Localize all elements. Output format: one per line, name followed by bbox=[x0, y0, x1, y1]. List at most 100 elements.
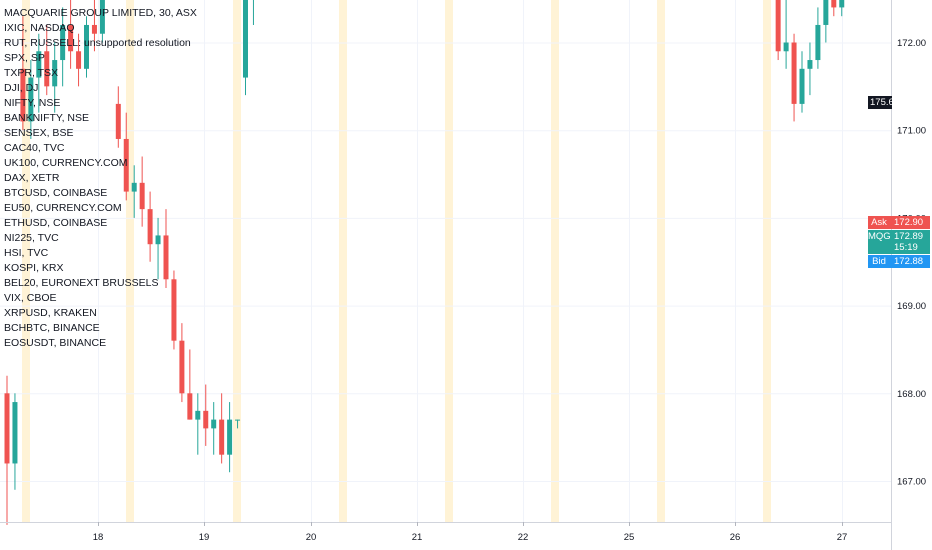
legend-item[interactable]: TXPR, TSX bbox=[4, 67, 59, 79]
candle bbox=[76, 33, 82, 87]
legend-item[interactable]: NIFTY, NSE bbox=[4, 97, 61, 109]
candle-body bbox=[783, 42, 789, 52]
last-price-tag: MQG 172.89 15:19 bbox=[868, 230, 930, 254]
candle bbox=[52, 42, 58, 113]
legend-item[interactable]: SENSEX, BSE bbox=[4, 127, 74, 139]
candle bbox=[807, 42, 813, 96]
candle bbox=[60, 7, 66, 87]
candle bbox=[115, 86, 121, 148]
session-band bbox=[763, 0, 771, 522]
legend-item[interactable]: VIX, CBOE bbox=[4, 292, 57, 304]
candle-body bbox=[775, 0, 781, 52]
legend-item[interactable]: XRPUSD, KRAKEN bbox=[4, 307, 97, 319]
legend-item[interactable]: BTCUSD, COINBASE bbox=[4, 187, 108, 199]
candle bbox=[91, 0, 97, 52]
candle bbox=[243, 0, 248, 96]
candle bbox=[139, 156, 145, 227]
candle bbox=[831, 0, 837, 17]
candle bbox=[227, 402, 233, 473]
candle bbox=[815, 7, 821, 69]
candle-body bbox=[20, 68, 26, 122]
candle-body bbox=[147, 209, 153, 245]
candle-body bbox=[195, 410, 201, 420]
legend-item[interactable]: BANKNIFTY, NSE bbox=[4, 112, 89, 124]
candle-body bbox=[807, 60, 813, 69]
candle-body bbox=[219, 419, 225, 455]
candle bbox=[68, 0, 74, 69]
legend-item[interactable]: HSI, TVC bbox=[4, 247, 49, 259]
chart-title[interactable]: MACQUARIE GROUP LIMITED, 30, ASX bbox=[4, 7, 197, 19]
legend-item[interactable]: ETHUSD, COINBASE bbox=[4, 217, 108, 229]
y-tick-label: 167.00 bbox=[897, 477, 926, 488]
legend-item[interactable]: BCHBTC, BINANCE bbox=[4, 322, 100, 334]
legend-item[interactable]: RUT, RUSSELL: unsupported resolution bbox=[4, 37, 191, 49]
candle bbox=[179, 323, 185, 403]
legend-item[interactable]: EOSUSDT, BINANCE bbox=[4, 337, 107, 349]
ask-price-tag: Ask 172.90 bbox=[868, 216, 930, 229]
candle bbox=[123, 112, 129, 201]
ask-value: 172.90 bbox=[894, 217, 924, 228]
session-band bbox=[126, 0, 134, 522]
candle-body bbox=[131, 182, 137, 192]
ask-label: Ask bbox=[871, 217, 887, 228]
legend-item[interactable]: NI225, TVC bbox=[4, 232, 59, 244]
candle bbox=[44, 24, 50, 96]
candle bbox=[839, 0, 845, 17]
candle-body bbox=[36, 51, 42, 78]
candle bbox=[12, 393, 18, 490]
candle bbox=[84, 16, 89, 78]
session-band bbox=[657, 0, 665, 522]
candle bbox=[36, 33, 42, 113]
candle bbox=[791, 33, 797, 122]
symbol-legend: MACQUARIE GROUP LIMITED, 30, ASX IXIC, N… bbox=[4, 6, 197, 351]
x-tick-label: 18 bbox=[93, 532, 104, 543]
legend-item[interactable]: UK100, CURRENCY.COM bbox=[4, 157, 128, 169]
candle-body bbox=[815, 24, 821, 61]
candle bbox=[4, 375, 10, 525]
candle-body bbox=[799, 68, 805, 104]
candle-body bbox=[123, 138, 129, 192]
candle bbox=[171, 270, 177, 350]
candle bbox=[195, 393, 201, 455]
legend-item[interactable]: CAC40, TVC bbox=[4, 142, 65, 154]
candle bbox=[799, 51, 805, 113]
candle-body bbox=[52, 60, 58, 87]
bid-price-tag: Bid 172.88 bbox=[868, 255, 930, 268]
candle-body bbox=[235, 419, 241, 421]
legend-item[interactable]: IXIC, NASDAQ bbox=[4, 22, 75, 34]
candle bbox=[163, 209, 169, 289]
candle-body bbox=[179, 340, 185, 394]
candle-body bbox=[28, 77, 34, 122]
candle bbox=[235, 419, 241, 429]
symbol-label: MQG bbox=[868, 231, 891, 242]
candle-body bbox=[155, 235, 161, 245]
session-bands bbox=[22, 0, 771, 522]
legend-item[interactable]: EU50, CURRENCY.COM bbox=[4, 202, 122, 214]
line-price-value: 175.63 bbox=[870, 97, 900, 108]
candle-body bbox=[4, 393, 10, 464]
candle-body bbox=[115, 103, 121, 139]
grid-lines bbox=[0, 0, 891, 522]
x-tick-label: 19 bbox=[199, 532, 210, 543]
legend-item[interactable]: DAX, XETR bbox=[4, 172, 60, 184]
time-axis[interactable]: 18 19 20 21 22 25 26 27 bbox=[93, 522, 848, 543]
candle bbox=[203, 384, 209, 446]
candle-body bbox=[163, 235, 169, 280]
session-band bbox=[551, 0, 559, 522]
candle bbox=[20, 16, 26, 131]
candle-body bbox=[99, 0, 105, 34]
candle bbox=[99, 0, 105, 43]
candle bbox=[252, 0, 254, 25]
legend-item[interactable]: BEL20, EURONEXT BRUSSELS bbox=[4, 277, 159, 289]
candle-body bbox=[84, 24, 89, 69]
candle-body bbox=[823, 0, 829, 25]
legend-item[interactable]: KOSPI, KRX bbox=[4, 262, 64, 274]
legend-item[interactable]: DJI, DJ bbox=[4, 82, 39, 94]
y-tick-label: 171.00 bbox=[897, 126, 926, 137]
candle-body bbox=[91, 24, 97, 34]
candle bbox=[187, 349, 193, 420]
legend-item[interactable]: SPX, SP bbox=[4, 52, 45, 64]
x-tick-label: 27 bbox=[837, 532, 848, 543]
candle-body bbox=[60, 24, 66, 61]
